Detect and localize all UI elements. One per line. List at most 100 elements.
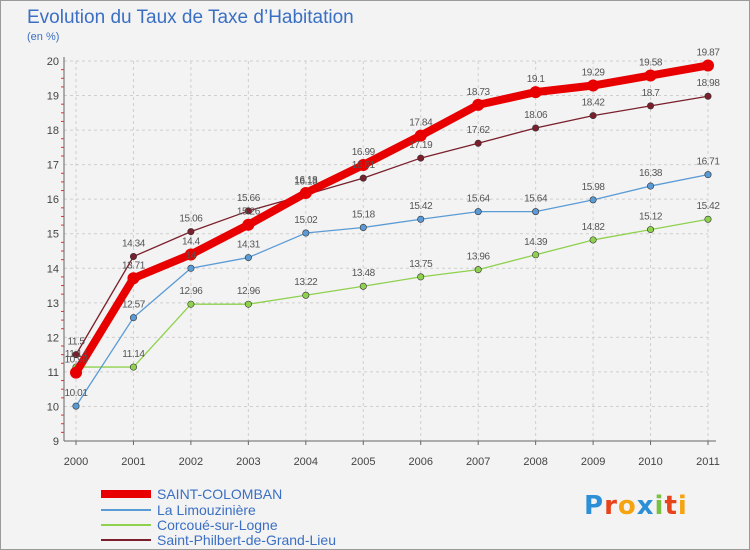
y-tick-label: 16 bbox=[47, 194, 59, 206]
data-point bbox=[184, 248, 197, 261]
proxiti-logo: Proxiti bbox=[584, 491, 688, 521]
legend-item: Saint-Philbert-de-Grand-Lieu bbox=[101, 532, 336, 548]
data-point bbox=[187, 228, 195, 236]
data-label: 14.34 bbox=[122, 239, 146, 250]
data-label: 18.7 bbox=[642, 88, 661, 99]
y-tick-label: 10 bbox=[47, 401, 59, 413]
data-point bbox=[644, 69, 657, 82]
logo-letter: i bbox=[677, 491, 688, 521]
logo-letter: t bbox=[664, 491, 678, 521]
data-point bbox=[414, 129, 427, 142]
x-tick-label: 2003 bbox=[236, 456, 260, 468]
data-point bbox=[532, 251, 540, 259]
data-point bbox=[589, 236, 597, 244]
data-label: 13.48 bbox=[352, 268, 376, 279]
data-point bbox=[242, 218, 255, 231]
data-label: 12.96 bbox=[237, 286, 261, 297]
x-tick-label: 2004 bbox=[294, 456, 318, 468]
data-label: 12.96 bbox=[179, 286, 203, 297]
data-label: 16.99 bbox=[352, 147, 376, 158]
logo-letter: P bbox=[584, 491, 605, 521]
data-label: 16.61 bbox=[352, 160, 376, 171]
data-point bbox=[647, 226, 655, 234]
data-point bbox=[474, 208, 482, 216]
y-tick-label: 14 bbox=[47, 263, 59, 275]
data-label: 19.29 bbox=[582, 68, 606, 79]
data-label: 13.71 bbox=[122, 260, 146, 271]
data-label: 15.06 bbox=[179, 214, 203, 225]
data-point bbox=[532, 208, 540, 216]
data-labels: 10.98 13.71 14.4 15.26 16.18 16.99 17.84 18.73 1… bbox=[64, 47, 720, 399]
data-point bbox=[187, 264, 195, 272]
data-point bbox=[647, 182, 655, 190]
legend-label: Corcoué-sur-Logne bbox=[157, 517, 278, 533]
data-label: 18.73 bbox=[467, 87, 491, 98]
y-tick-label: 9 bbox=[53, 436, 59, 448]
x-tick-label: 2002 bbox=[179, 456, 203, 468]
x-tick-label: 2006 bbox=[408, 456, 432, 468]
series-line bbox=[75, 95, 709, 356]
legend-item: Corcoué-sur-Logne bbox=[101, 517, 278, 533]
y-tick-label: 15 bbox=[47, 229, 59, 241]
data-label: 14 bbox=[186, 250, 197, 261]
data-point bbox=[244, 254, 252, 262]
data-point bbox=[532, 124, 540, 132]
series-line bbox=[72, 61, 712, 377]
legend-item: La Limouzinière bbox=[101, 502, 256, 518]
legend-swatch bbox=[101, 490, 151, 498]
x-tick-label: 2008 bbox=[523, 456, 547, 468]
data-point bbox=[72, 351, 80, 359]
data-label: 15.64 bbox=[524, 194, 548, 205]
data-label: 17.19 bbox=[409, 140, 433, 151]
y-tick-label: 13 bbox=[47, 298, 59, 310]
x-tick-label: 2000 bbox=[64, 456, 88, 468]
series-line bbox=[75, 218, 709, 368]
data-point bbox=[302, 229, 310, 237]
data-point bbox=[704, 171, 712, 179]
data-point bbox=[244, 300, 252, 308]
legend-label: La Limouzinière bbox=[157, 502, 256, 518]
data-label: 16.38 bbox=[639, 168, 663, 179]
legend-swatch bbox=[101, 524, 151, 526]
data-label: 11.14 bbox=[65, 349, 88, 360]
data-point bbox=[704, 92, 712, 100]
data-label: 15.98 bbox=[582, 182, 606, 193]
logo-letter: x bbox=[636, 491, 655, 521]
data-point bbox=[357, 158, 370, 171]
data-point bbox=[529, 86, 542, 99]
data-point bbox=[589, 196, 597, 204]
x-tick-label: 2005 bbox=[351, 456, 375, 468]
data-label: 16.71 bbox=[696, 157, 720, 168]
data-label: 11.5 bbox=[67, 337, 85, 348]
x-tick-label: 2011 bbox=[696, 456, 720, 468]
x-tick-label: 2007 bbox=[466, 456, 490, 468]
grid bbox=[64, 60, 709, 442]
data-label: 13.96 bbox=[467, 252, 491, 263]
data-point bbox=[299, 186, 312, 199]
x-tick-label: 2009 bbox=[581, 456, 605, 468]
data-point bbox=[127, 272, 140, 285]
data-point bbox=[187, 300, 195, 308]
data-point bbox=[129, 314, 137, 322]
data-point bbox=[70, 366, 82, 379]
data-label: 18.06 bbox=[524, 110, 548, 121]
data-label: 17.84 bbox=[409, 118, 433, 129]
y-tick-label: 11 bbox=[48, 367, 59, 379]
data-label: 14.4 bbox=[182, 236, 201, 247]
data-label: 16.18 bbox=[294, 175, 318, 186]
y-tick-label: 18 bbox=[47, 125, 59, 137]
legend-label: Saint-Philbert-de-Grand-Lieu bbox=[157, 532, 336, 548]
data-label: 15.02 bbox=[294, 215, 318, 226]
y-tick-label: 19 bbox=[47, 91, 59, 103]
data-point bbox=[359, 174, 367, 182]
data-point bbox=[72, 402, 80, 410]
data-point bbox=[474, 139, 482, 147]
data-label: 14.82 bbox=[582, 222, 606, 233]
data-label: 19.1 bbox=[527, 74, 546, 85]
data-label: 16.13 bbox=[294, 177, 318, 188]
legend-swatch bbox=[101, 509, 151, 511]
data-point bbox=[417, 154, 425, 162]
x-tick-label: 2001 bbox=[121, 456, 145, 468]
